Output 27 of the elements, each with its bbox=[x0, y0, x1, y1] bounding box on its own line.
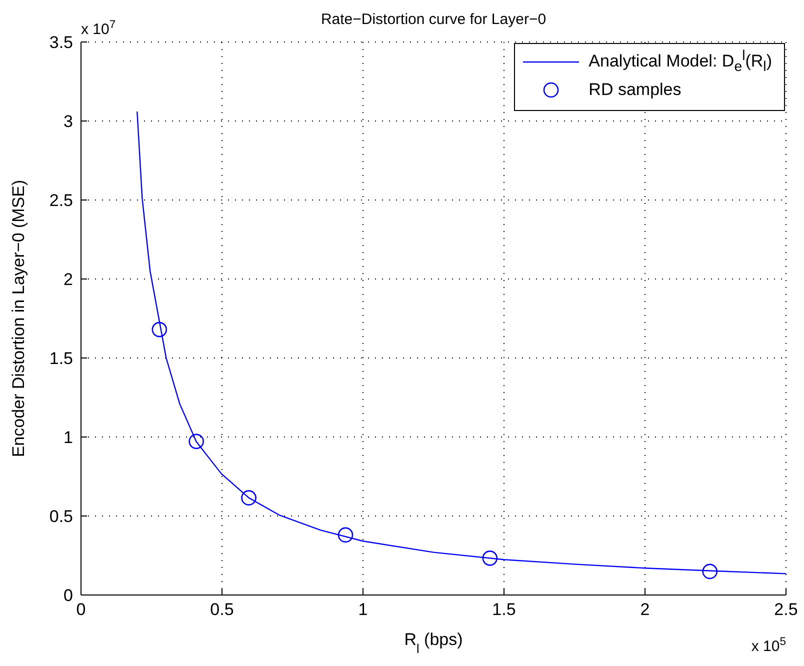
x-tick-label: 0 bbox=[76, 600, 86, 620]
legend-label: RD samples bbox=[588, 80, 682, 100]
y-tick-label: 3 bbox=[64, 112, 73, 132]
y-axis-title: Encoder Distortion in Layer−0 (MSE) bbox=[9, 180, 28, 458]
y-tick-label: 0.5 bbox=[49, 507, 73, 526]
y-tick-label: 1 bbox=[64, 428, 73, 448]
point bbox=[482, 550, 498, 566]
text: x 10$^{7}$ bbox=[81, 19, 116, 38]
chart-title: Rate−Distortion curve for Layer−0 bbox=[320, 11, 546, 28]
point bbox=[338, 527, 354, 543]
x-tick-label: 1 bbox=[358, 600, 368, 620]
y-tick-label: 2 bbox=[64, 270, 73, 290]
x-tick-label: 0.5 bbox=[210, 600, 234, 620]
text: x 10$^{5}$ bbox=[751, 636, 786, 655]
y-tick-label: 1.5 bbox=[49, 349, 73, 368]
point bbox=[152, 322, 168, 338]
x-tick-label: 1.5 bbox=[492, 600, 516, 620]
point bbox=[702, 564, 718, 580]
x-tick-label: 2 bbox=[640, 600, 650, 620]
x-axis-title: R$_{l}$ (bps) bbox=[404, 630, 463, 656]
y-tick-label: 0 bbox=[64, 586, 73, 606]
point bbox=[241, 490, 256, 506]
x-tick-label: 2.5 bbox=[774, 600, 798, 620]
point bbox=[188, 434, 204, 450]
y-tick-label: 3.5 bbox=[49, 33, 73, 52]
legend-label: Analytical Model: D$_{e}$$^{l}$(R$_{l}$) bbox=[588, 48, 772, 76]
y-tick-label: 2.5 bbox=[49, 191, 73, 210]
